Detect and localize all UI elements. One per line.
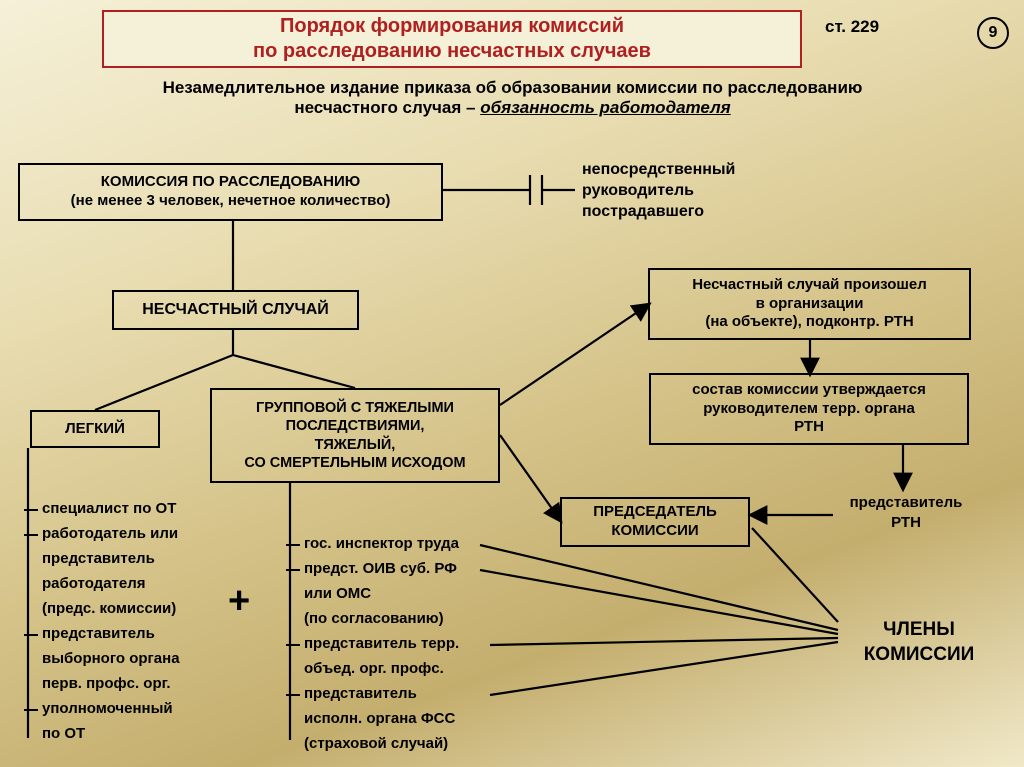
rtn-approve-l1: состав комиссии утверждается [692, 381, 926, 400]
subtitle-l1: Незамедлительное издание приказа об обра… [163, 78, 863, 97]
subtitle-l2a: несчастного случая – [294, 98, 480, 117]
rtn-org-l3: (на объекте), подконтр. РТН [705, 313, 913, 332]
header-box: Порядок формирования комиссий по расслед… [102, 10, 802, 68]
heavy-item-7: исполн. органа ФСС [304, 710, 455, 727]
header-line2: по расследованию несчастных случаев [253, 39, 651, 64]
list-dash [286, 694, 300, 696]
light-label: ЛЕГКИЙ [65, 420, 125, 439]
heavy-item-0: гос. инспектор труда [304, 535, 459, 552]
list-dash [286, 544, 300, 546]
rtn-approve-l3: РТН [794, 418, 824, 437]
excluded-l1: непосредственный [582, 160, 735, 181]
excluded-l2: руководитель [582, 181, 735, 202]
commission-l1: КОМИССИЯ ПО РАССЛЕДОВАНИЮ [101, 173, 360, 192]
list-dash [24, 534, 38, 536]
members-l2: КОМИССИИ [844, 643, 994, 668]
light-item-6: выборного органа [42, 650, 180, 667]
excluded-l3: пострадавшего [582, 202, 735, 223]
light-item-8: уполномоченный [42, 700, 173, 717]
list-dash [286, 569, 300, 571]
chairman-l1: ПРЕДСЕДАТЕЛЬ [593, 503, 717, 522]
light-item-9: по ОТ [42, 725, 85, 742]
heavy-item-2: или ОМС [304, 585, 371, 602]
light-item-4: (предс. комиссии) [42, 600, 176, 617]
heavy-item-8: (страховой случай) [304, 735, 448, 752]
list-dash [286, 644, 300, 646]
list-dash [24, 709, 38, 711]
heavy-item-4: представитель терр. [304, 635, 459, 652]
heavy-item-6: представитель [304, 685, 417, 702]
heavy-item-5: объед. орг. профс. [304, 660, 444, 677]
rtn-rep-l2: РТН [836, 513, 976, 533]
excluded-text: непосредственный руководитель пострадавш… [582, 160, 735, 222]
light-item-5: представитель [42, 625, 155, 642]
heavy-item-3: (по согласованию) [304, 610, 444, 627]
subtitle-l2b: обязанность работодателя [480, 98, 730, 117]
commission-box: КОМИССИЯ ПО РАССЛЕДОВАНИЮ (не менее 3 че… [18, 163, 443, 221]
light-item-0: специалист по ОТ [42, 500, 176, 517]
light-item-7: перв. профс. орг. [42, 675, 171, 692]
header-line1: Порядок формирования комиссий [280, 14, 624, 39]
light-item-1: работодатель или [42, 525, 178, 542]
rtn-approve-box: состав комиссии утверждается руководител… [649, 373, 969, 445]
article-ref: ст. 229 [825, 17, 879, 37]
page-number: 9 [977, 17, 1009, 49]
list-dash [24, 634, 38, 636]
rtn-rep: представитель РТН [836, 493, 976, 532]
light-box: ЛЕГКИЙ [30, 410, 160, 448]
chairman-box: ПРЕДСЕДАТЕЛЬ КОМИССИИ [560, 497, 750, 547]
members-l1: ЧЛЕНЫ [844, 618, 994, 643]
plus-sign: + [228, 580, 250, 623]
chairman-l2: КОМИССИИ [611, 522, 698, 541]
heavy-l1: ГРУППОВОЙ С ТЯЖЕЛЫМИ [256, 399, 454, 417]
accident-label: НЕСЧАСТНЫЙ СЛУЧАЙ [142, 300, 329, 320]
subtitle: Незамедлительное издание приказа об обра… [60, 78, 965, 118]
light-item-3: работодателя [42, 575, 146, 592]
rtn-org-box: Несчастный случай произошел в организаци… [648, 268, 971, 340]
accident-box: НЕСЧАСТНЫЙ СЛУЧАЙ [112, 290, 359, 330]
heavy-l3: ТЯЖЕЛЫЙ, [315, 436, 396, 454]
commission-l2: (не менее 3 человек, нечетное количество… [71, 192, 391, 211]
rtn-org-l1: Несчастный случай произошел [692, 276, 927, 295]
members: ЧЛЕНЫ КОМИССИИ [844, 618, 994, 667]
light-item-2: представитель [42, 550, 155, 567]
rtn-rep-l1: представитель [836, 493, 976, 513]
rtn-approve-l2: руководителем терр. органа [703, 400, 915, 419]
heavy-box: ГРУППОВОЙ С ТЯЖЕЛЫМИ ПОСЛЕДСТВИЯМИ, ТЯЖЕ… [210, 388, 500, 483]
heavy-l4: СО СМЕРТЕЛЬНЫМ ИСХОДОМ [244, 454, 465, 472]
heavy-item-1: предст. ОИВ суб. РФ [304, 560, 457, 577]
heavy-l2: ПОСЛЕДСТВИЯМИ, [286, 417, 425, 435]
rtn-org-l2: в организации [756, 295, 864, 314]
list-dash [24, 509, 38, 511]
